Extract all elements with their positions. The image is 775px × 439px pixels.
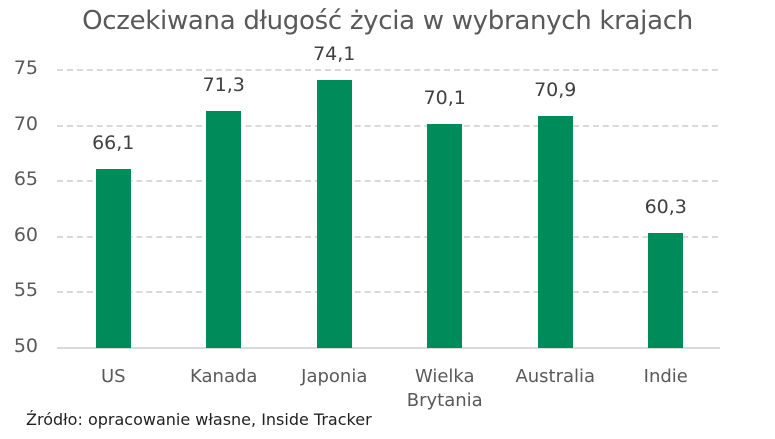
x-tick-label: Indie: [643, 366, 688, 387]
y-tick-label: 70: [13, 112, 38, 135]
y-tick-label: 50: [13, 335, 38, 357]
gridline: [57, 69, 718, 71]
data-label: 60,3: [644, 196, 687, 219]
x-tick-label: Japonia: [301, 366, 368, 387]
x-tick-label: Australia: [515, 366, 596, 387]
data-label: 70,1: [423, 87, 466, 110]
gridline: [57, 235, 718, 238]
y-tick-label: 60: [13, 223, 38, 246]
bar: [648, 233, 684, 348]
bar: [427, 124, 463, 348]
data-label: 71,3: [202, 74, 245, 97]
source-note: Źródło: opracowanie własne, Inside Track…: [26, 410, 372, 429]
y-tick-label: 75: [13, 57, 38, 79]
data-label: 66,1: [92, 131, 135, 154]
bar: [316, 80, 352, 348]
y-tick-label: 65: [13, 168, 38, 191]
x-tick-label: Kanada: [190, 366, 258, 387]
chart-title: Oczekiwana długość życia w wybranych kra…: [82, 6, 693, 36]
y-tick-label: 55: [13, 279, 38, 302]
x-tick-label: Wielka Brytania: [406, 366, 483, 411]
gridline: [57, 124, 718, 127]
bar: [95, 168, 131, 348]
data-label: 74,1: [313, 43, 356, 65]
bar: [206, 111, 242, 348]
bar: [537, 115, 573, 348]
data-label: 70,9: [534, 78, 577, 101]
x-axis-line: [57, 347, 720, 349]
x-tick-label: US: [100, 366, 126, 387]
gridline: [57, 180, 718, 183]
gridline: [57, 291, 718, 294]
